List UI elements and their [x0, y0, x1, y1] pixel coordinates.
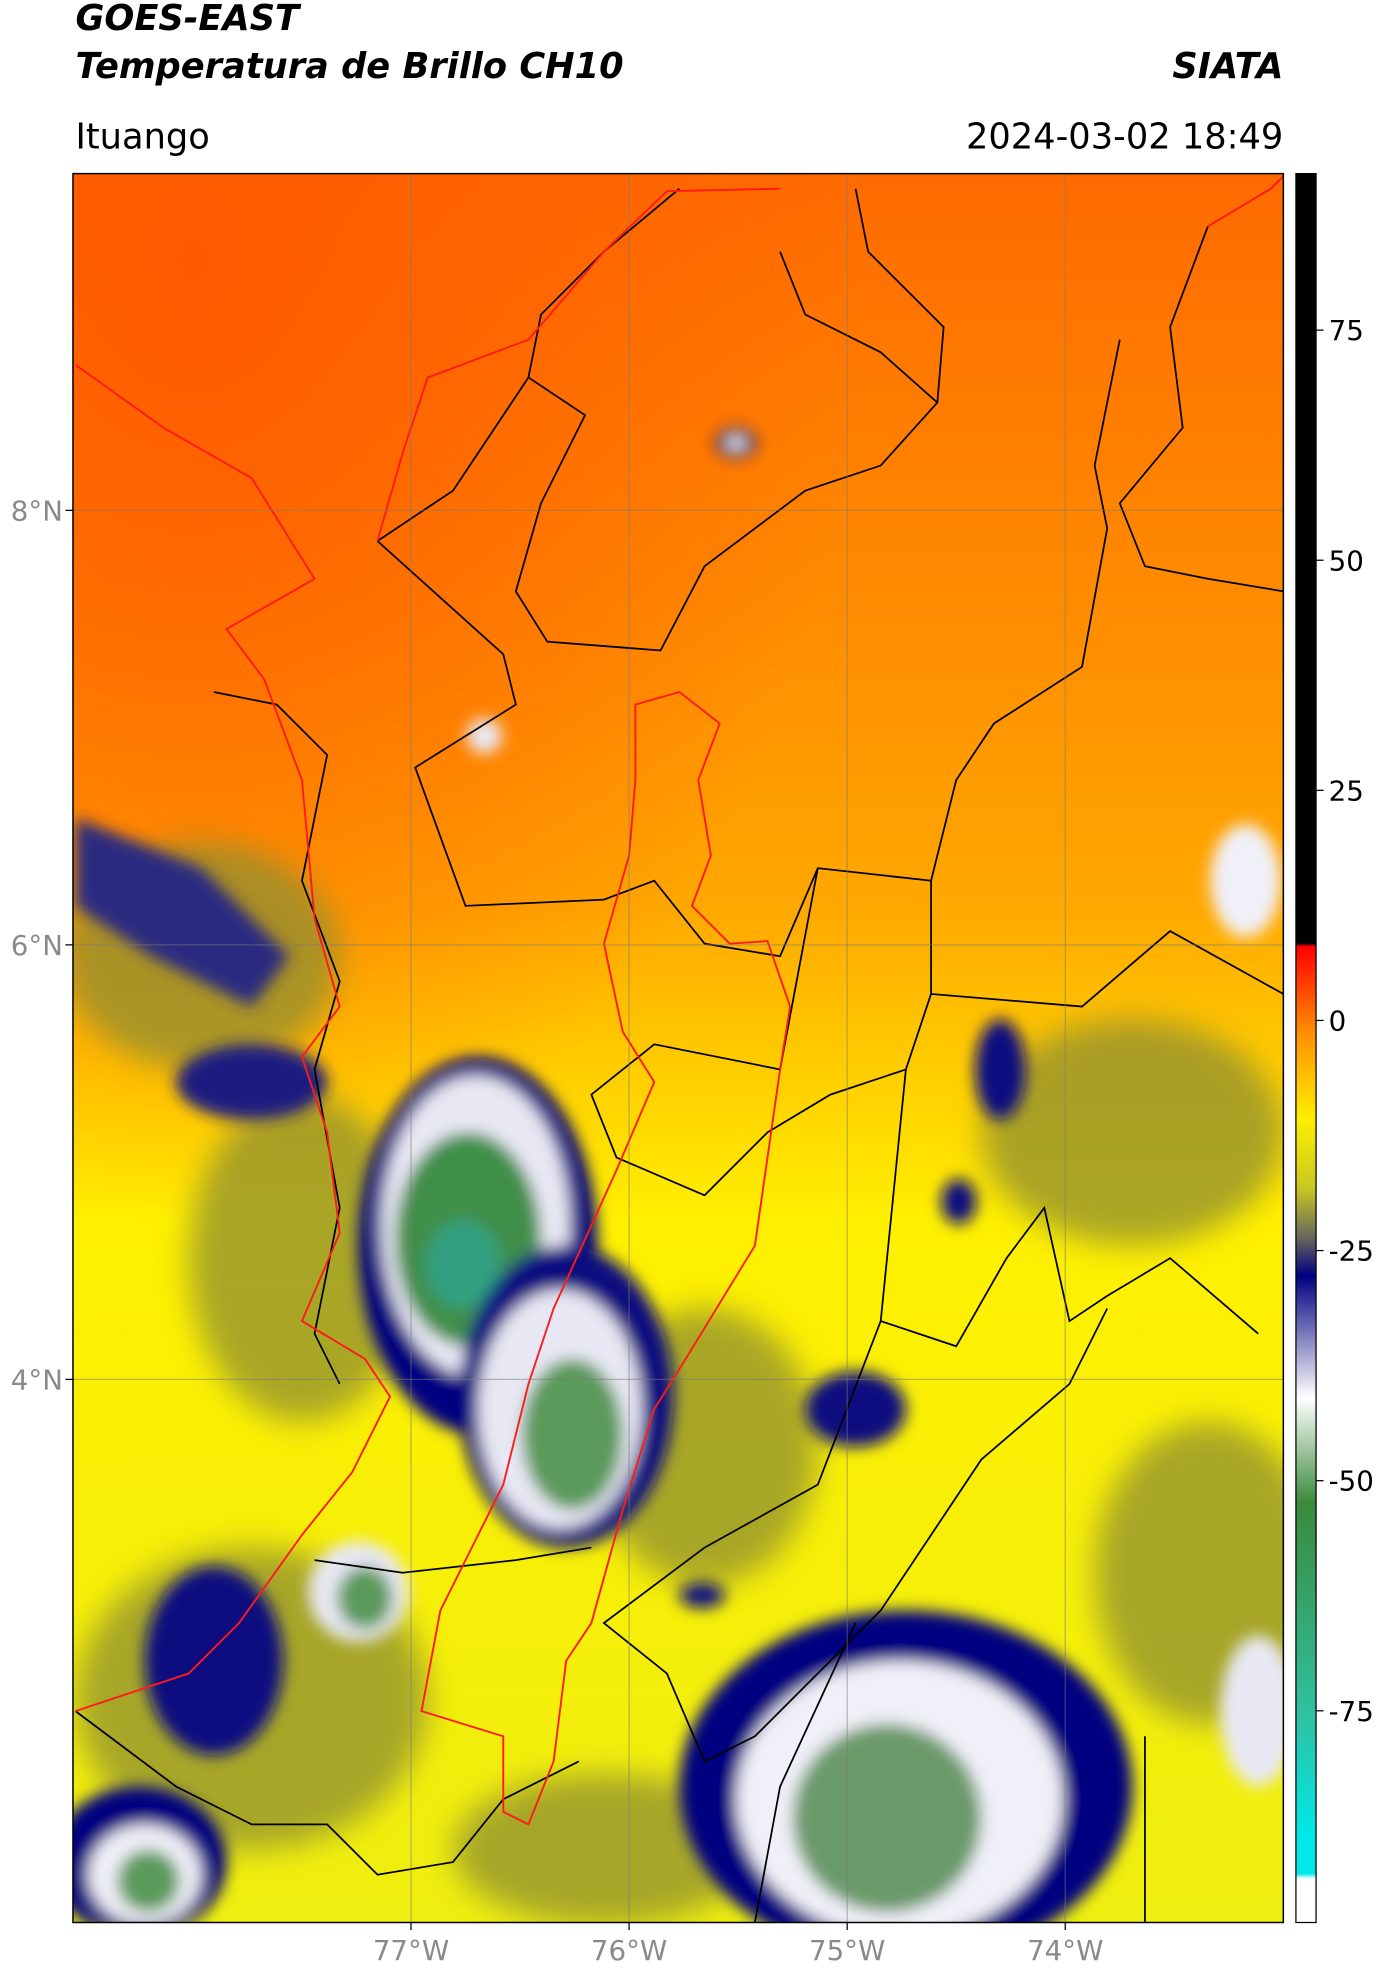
lat-tick-label: 4°N	[11, 1363, 63, 1396]
source: SIATA	[1172, 46, 1283, 87]
colorbar-tick-label: 25	[1329, 774, 1364, 807]
colorbar-tick-label: -50	[1329, 1465, 1374, 1498]
graticule	[72, 173, 1284, 1923]
colorbar-tick-label: 75	[1329, 314, 1364, 347]
colorbar-tick-label: -25	[1329, 1235, 1374, 1268]
colorbar-tick-label: 50	[1329, 544, 1364, 577]
subtitle: Temperatura de Brillo CH10	[75, 46, 623, 87]
title: GOES-EAST	[75, 0, 302, 39]
lat-tick-label: 6°N	[11, 929, 63, 962]
colorbar-tick-label: 0	[1329, 1005, 1347, 1038]
map-imagery	[72, 173, 1284, 1923]
lon-tick-label: 77°W	[373, 1934, 449, 1967]
lon-tick-label: 76°W	[591, 1934, 667, 1967]
admin-borders	[74, 188, 1284, 1923]
location: Ituango	[75, 116, 209, 157]
colorbar	[1295, 172, 1317, 1924]
map-frame	[72, 172, 1285, 1924]
colorbar-tick-label: -75	[1329, 1695, 1374, 1728]
datetime: 2024-03-02 18:49	[966, 116, 1283, 157]
lat-tick-label: 8°N	[11, 494, 63, 527]
lon-tick-label: 75°W	[809, 1934, 885, 1967]
cloud-tops	[72, 427, 1284, 1923]
lon-tick-label: 74°W	[1027, 1934, 1103, 1967]
coastline-basin	[74, 175, 1284, 1826]
